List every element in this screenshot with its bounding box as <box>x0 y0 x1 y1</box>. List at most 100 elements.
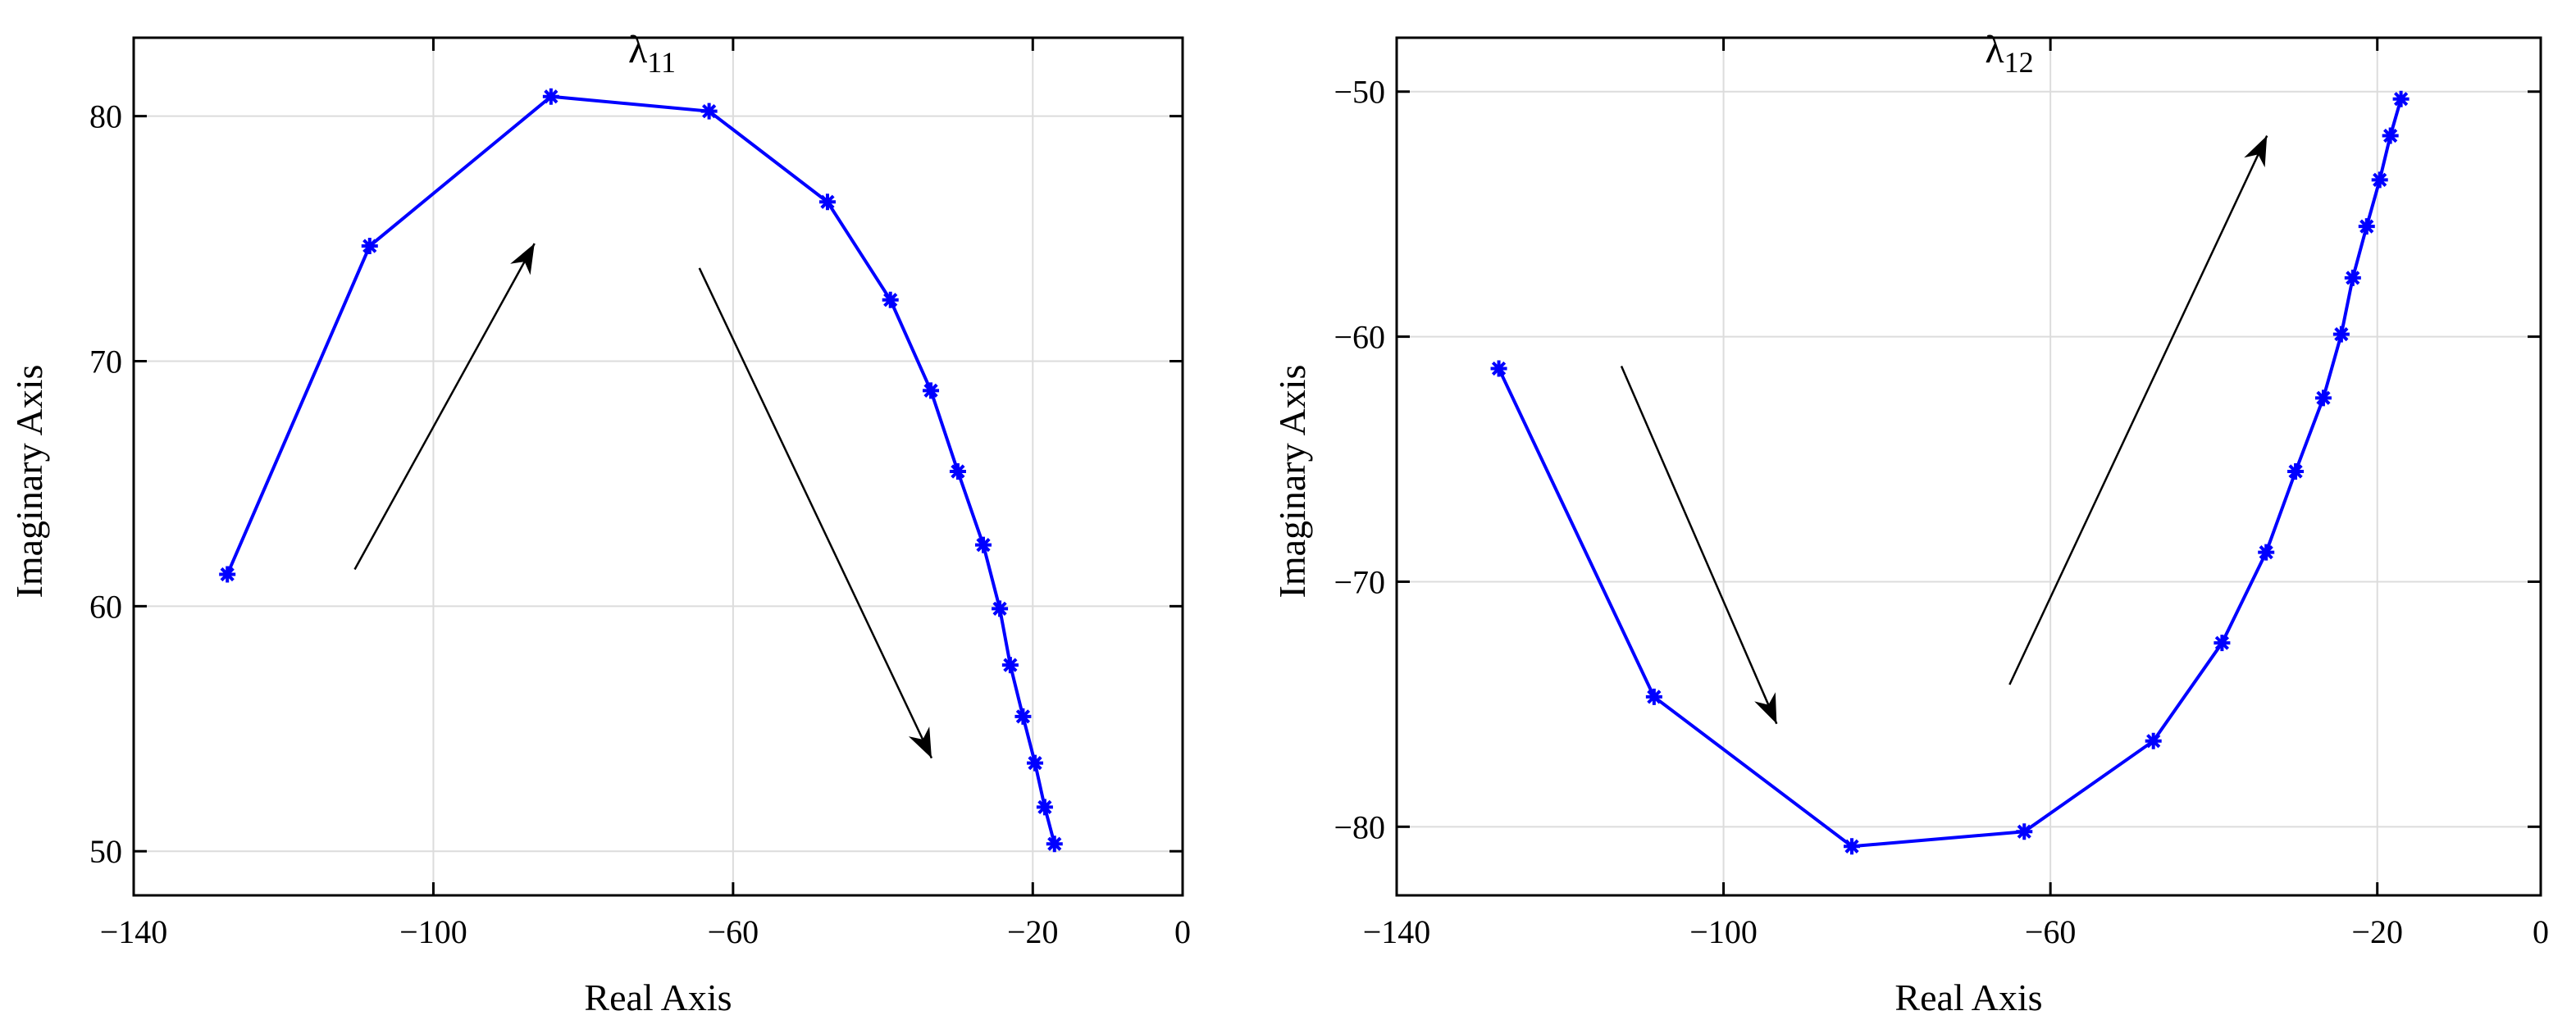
chart-title: λ11 <box>628 28 676 79</box>
y-tick-label: −60 <box>1334 319 1385 356</box>
x-tick-label: 0 <box>1174 913 1191 950</box>
data-point <box>1844 838 1861 855</box>
data-point <box>2287 462 2305 480</box>
x-axis-label: Real Axis <box>1894 977 2042 1018</box>
data-point <box>818 194 836 211</box>
chart-title-base: λ <box>628 28 648 71</box>
data-point-marker <box>974 536 992 553</box>
direction-arrow-head <box>908 726 932 758</box>
data-point <box>2392 90 2410 107</box>
data-point-marker <box>2314 389 2332 407</box>
data-point <box>700 102 718 120</box>
data-point-marker <box>700 102 718 120</box>
direction-arrow-head <box>1754 692 1777 724</box>
y-axis-label: Imaginary Axis <box>8 365 50 599</box>
chart-title: λ12 <box>1985 28 2033 79</box>
data-point-marker <box>1014 708 1032 725</box>
data-point <box>2145 732 2162 749</box>
data-point-marker <box>1490 360 1507 377</box>
x-tick-label: −100 <box>1689 913 1758 950</box>
x-tick-label: −20 <box>2351 913 2403 950</box>
y-axis-label: Imaginary Axis <box>1271 365 1313 599</box>
data-point-marker <box>2332 326 2350 343</box>
data-point-marker <box>2344 269 2361 286</box>
data-point <box>361 238 378 255</box>
x-tick-label: 0 <box>2533 913 2549 950</box>
y-tick-label: 50 <box>89 833 122 870</box>
data-point-marker <box>1844 838 1861 855</box>
direction-arrow-head <box>2244 135 2268 168</box>
data-point <box>1001 657 1019 674</box>
direction-arrow-head <box>510 244 535 275</box>
data-point-marker <box>818 194 836 211</box>
data-point <box>2016 823 2033 840</box>
data-point <box>2358 218 2375 235</box>
data-point <box>1014 708 1032 725</box>
data-point <box>974 536 992 553</box>
y-tick-label: 80 <box>89 98 122 135</box>
data-point-marker <box>882 291 899 308</box>
data-point-marker <box>2382 127 2399 144</box>
y-tick-label: 60 <box>89 588 122 625</box>
plot-frame <box>1395 36 2542 897</box>
direction-arrow-line <box>698 267 933 759</box>
data-point <box>219 566 236 583</box>
data-point <box>2314 389 2332 407</box>
data-point <box>1036 799 1053 816</box>
x-tick-label: −20 <box>1007 913 1059 950</box>
x-tick-label: −140 <box>1363 913 1431 950</box>
data-point <box>949 462 966 480</box>
data-point-marker <box>542 88 559 105</box>
data-point <box>542 88 559 105</box>
data-point-marker <box>361 238 378 255</box>
data-point-marker <box>2258 544 2275 561</box>
data-point-marker <box>2371 171 2388 189</box>
direction-arrow-line <box>2008 135 2268 685</box>
series-line <box>226 94 1056 845</box>
y-tick-label: −70 <box>1334 563 1385 600</box>
data-point-marker <box>2016 823 2033 840</box>
data-point-marker <box>2392 90 2410 107</box>
data-point-marker <box>1036 799 1053 816</box>
data-point <box>2332 326 2350 343</box>
data-point <box>1490 360 1507 377</box>
data-point <box>923 382 940 399</box>
y-tick-label: 70 <box>89 343 122 380</box>
y-tick-label: −80 <box>1334 808 1385 845</box>
chart-title-subscript: 11 <box>647 46 676 79</box>
data-point-marker <box>1645 688 1662 705</box>
data-point <box>2371 171 2388 189</box>
y-tick-label: −50 <box>1334 74 1385 111</box>
data-point <box>1027 754 1044 772</box>
data-point-marker <box>1001 657 1019 674</box>
chart-panel-2: −140 −100 −60 −20 0 −80 −70 −60 −50 λ12 Real Axis I… <box>1271 28 2549 1018</box>
data-point-marker <box>2145 732 2162 749</box>
data-point <box>882 291 899 308</box>
chart-title-subscript: 12 <box>2004 46 2034 79</box>
data-point <box>2382 127 2399 144</box>
series-line <box>1497 98 2403 849</box>
x-axis-label: Real Axis <box>584 977 732 1018</box>
direction-arrow-line <box>1620 365 1778 725</box>
x-tick-label: −60 <box>2025 913 2077 950</box>
data-point <box>1645 688 1662 705</box>
x-tick-label: −60 <box>708 913 759 950</box>
chart-title-base: λ <box>1985 28 2004 71</box>
data-point-marker <box>1046 835 1063 853</box>
data-point-marker <box>992 600 1009 617</box>
data-point <box>2214 635 2231 652</box>
direction-arrow-line <box>353 243 536 571</box>
data-point <box>2344 269 2361 286</box>
data-point-marker <box>923 382 940 399</box>
data-point <box>992 600 1009 617</box>
data-point-marker <box>219 566 236 583</box>
chart-panel-1: −140 −100 −60 −20 0 50 60 70 80 λ11 Real Axis Imagi… <box>8 28 1191 1018</box>
data-point-marker <box>2287 462 2305 480</box>
data-point-marker <box>949 462 966 480</box>
plot-frame <box>132 36 1184 897</box>
x-tick-label: −100 <box>399 913 467 950</box>
x-tick-label: −140 <box>100 913 168 950</box>
data-point-marker <box>2214 635 2231 652</box>
data-point <box>2258 544 2275 561</box>
data-point-marker <box>1027 754 1044 772</box>
